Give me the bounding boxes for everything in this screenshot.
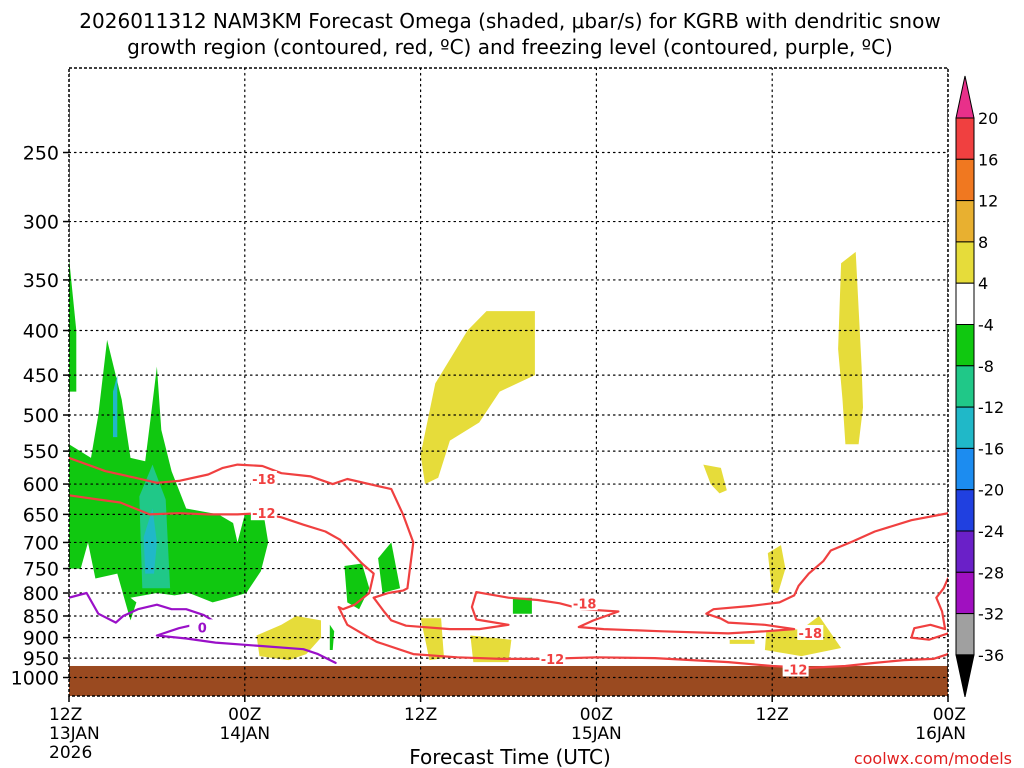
chart-title-line2: growth region (contoured, red, ºC) and f… <box>127 35 893 59</box>
colorbar-segment <box>955 158 975 202</box>
y-tick-label: 450 <box>23 365 59 387</box>
omega-region-yellow-small-g <box>470 635 512 663</box>
colorbar-segment <box>955 489 975 532</box>
colorbar-segment <box>955 365 975 408</box>
colorbar-label: -16 <box>978 439 1004 458</box>
x-tick-label: 2026 <box>49 743 92 763</box>
omega-region-yellow-small-c <box>729 639 755 644</box>
omega-region-cyan-core-a <box>143 508 157 574</box>
contour-label-bg <box>250 470 277 486</box>
x-tick-label: 12Z <box>756 705 789 725</box>
contour-label-bg <box>189 619 216 635</box>
y-tick-label: 500 <box>23 405 59 427</box>
y-tick-label: 950 <box>23 648 59 670</box>
ground-layer <box>69 665 948 696</box>
y-tick-label: 850 <box>23 606 59 628</box>
plot-frame <box>68 67 949 697</box>
colorbar-label: 8 <box>978 233 988 252</box>
omega-region-cyan-core-b <box>113 375 118 438</box>
y-tick-label: 1000 <box>11 668 59 690</box>
y-tick-label: 300 <box>23 212 59 234</box>
colorbar-segment <box>955 613 975 656</box>
y-tick-label: 600 <box>23 474 59 496</box>
colorbar-segment <box>955 241 975 284</box>
contour-label: 0 <box>198 621 207 636</box>
omega-region-green-column-a <box>69 257 77 392</box>
omega-region-yellow-large <box>420 311 535 485</box>
colorbar-segment <box>955 406 975 449</box>
contour-freezing-level <box>69 591 337 665</box>
contour-dgz-upper-left <box>69 456 415 599</box>
colorbar-label: 4 <box>978 274 988 293</box>
contour-dgz-right-edge <box>910 577 948 641</box>
colorbar-segment <box>955 200 975 243</box>
colorbar-segment <box>955 324 975 367</box>
omega-region-green-column-b <box>69 339 269 621</box>
chart-title-line1: 2026011312 NAM3KM Forecast Omega (shaded… <box>79 9 940 33</box>
y-tick-label: 700 <box>23 532 59 554</box>
y-tick-label: 400 <box>23 321 59 343</box>
colorbar-label: -20 <box>978 481 1004 500</box>
contour-label-bg <box>571 595 598 611</box>
colorbar-segment <box>955 530 975 573</box>
y-tick-label: 750 <box>23 559 59 581</box>
colorbar-segment <box>955 117 975 160</box>
colorbar-label: -24 <box>978 522 1004 541</box>
x-tick-label: 14JAN <box>219 724 270 744</box>
x-tick-label: 15JAN <box>571 724 622 744</box>
y-tick-label: 650 <box>23 504 59 526</box>
plot-area: -18 -12 -18 -12 -18 -12 0 <box>69 68 948 696</box>
colorbar-label: 16 <box>978 150 998 169</box>
contour-labels: -18 -12 -18 -12 -18 -12 0 <box>189 470 824 678</box>
contour-label: -18 <box>252 473 276 488</box>
y-tick-label: 550 <box>23 441 59 463</box>
colorbar-segment <box>955 571 975 615</box>
y-tick-label: 250 <box>23 143 59 165</box>
x-tick-label: 13JAN <box>49 724 100 744</box>
omega-region-green-blob-e <box>512 597 532 614</box>
y-axis: 2503003504004505005506006507007508008509… <box>11 143 69 690</box>
y-tick-label: 350 <box>23 270 59 292</box>
contour-dgz-mid-loop <box>372 512 948 635</box>
colorbar-segment <box>955 282 975 326</box>
colorbar-segment <box>955 447 975 491</box>
x-tick-label: 00Z <box>228 705 261 725</box>
ground-surface <box>69 665 948 696</box>
x-tick-label: 12Z <box>404 705 437 725</box>
omega-region-yellow-small-a <box>703 464 727 494</box>
colorbar-label: -36 <box>978 646 1004 665</box>
contour-label: -12 <box>541 653 565 668</box>
x-tick-label: 12Z <box>49 705 82 725</box>
contour-label-bg <box>539 650 566 666</box>
x-axis-label: Forecast Time (UTC) <box>409 745 611 768</box>
y-tick-label: 800 <box>23 583 59 605</box>
contour-label-bg <box>782 661 809 677</box>
contour-label: -18 <box>799 627 823 642</box>
colorbar-bottom-arrow <box>955 654 975 698</box>
colorbar: 20 16 12 8 4 -4 -8 -12 -16 -20 -24 -28 -32 -36 <box>955 75 1004 698</box>
colorbar-label: -8 <box>978 357 994 376</box>
y-tick-label: 900 <box>23 628 59 650</box>
omega-region-yellow-tall <box>838 251 863 445</box>
contour-label-bg <box>250 505 277 521</box>
colorbar-label: -4 <box>978 316 994 335</box>
contour-label: -18 <box>573 597 597 612</box>
contour-label: -12 <box>784 663 808 678</box>
colorbar-label: -28 <box>978 563 1004 582</box>
grid-lines <box>69 68 948 696</box>
credit-text: coolwx.com/models <box>854 749 1012 768</box>
colorbar-label: -32 <box>978 605 1004 624</box>
x-tick-label: 16JAN <box>915 724 966 744</box>
omega-region-green-blob-d <box>378 542 401 593</box>
contour-label: -12 <box>252 507 276 522</box>
omega-region-green-blob-f <box>329 624 335 650</box>
x-tick-label: 00Z <box>580 705 613 725</box>
colorbar-label: 12 <box>978 192 998 211</box>
x-tick-label: 00Z <box>933 705 966 725</box>
colorbar-label: -12 <box>978 398 1004 417</box>
contour-label-bg <box>797 624 824 640</box>
colorbar-label: 20 <box>978 109 998 128</box>
